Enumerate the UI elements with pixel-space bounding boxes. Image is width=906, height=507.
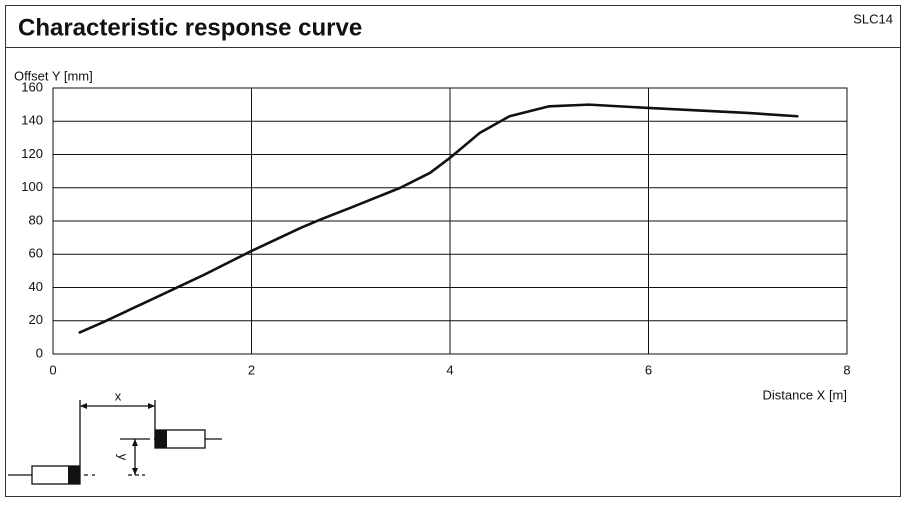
x-tick-label: 6 — [645, 362, 652, 377]
code-label: SLC14 — [853, 11, 893, 26]
line-series — [78, 103, 799, 334]
y-tick-label: 60 — [29, 246, 43, 261]
x-tick-label: 4 — [446, 362, 453, 377]
x-tick-label: 8 — [843, 362, 850, 377]
y-tick-label: 120 — [21, 146, 43, 161]
setup-diagram: x y — [8, 388, 222, 485]
y-tick-label: 160 — [21, 79, 43, 94]
y-tick-label: 0 — [36, 345, 43, 360]
chart-title: Characteristic response curve — [18, 14, 362, 41]
y-tick-label: 140 — [21, 113, 43, 128]
diagram-label: y — [116, 454, 131, 461]
y-tick-label: 80 — [29, 212, 43, 227]
diagram-label: x — [115, 388, 122, 403]
x-tick-label: 2 — [248, 362, 255, 377]
x-axis-label: Distance X [m] — [762, 387, 847, 402]
frame — [5, 5, 901, 497]
x-tick-label: 0 — [49, 362, 56, 377]
y-tick-label: 40 — [29, 279, 43, 294]
y-axis-label: Offset Y [mm] — [14, 68, 93, 83]
y-tick-label: 100 — [21, 179, 43, 194]
y-tick-label: 20 — [29, 312, 43, 327]
